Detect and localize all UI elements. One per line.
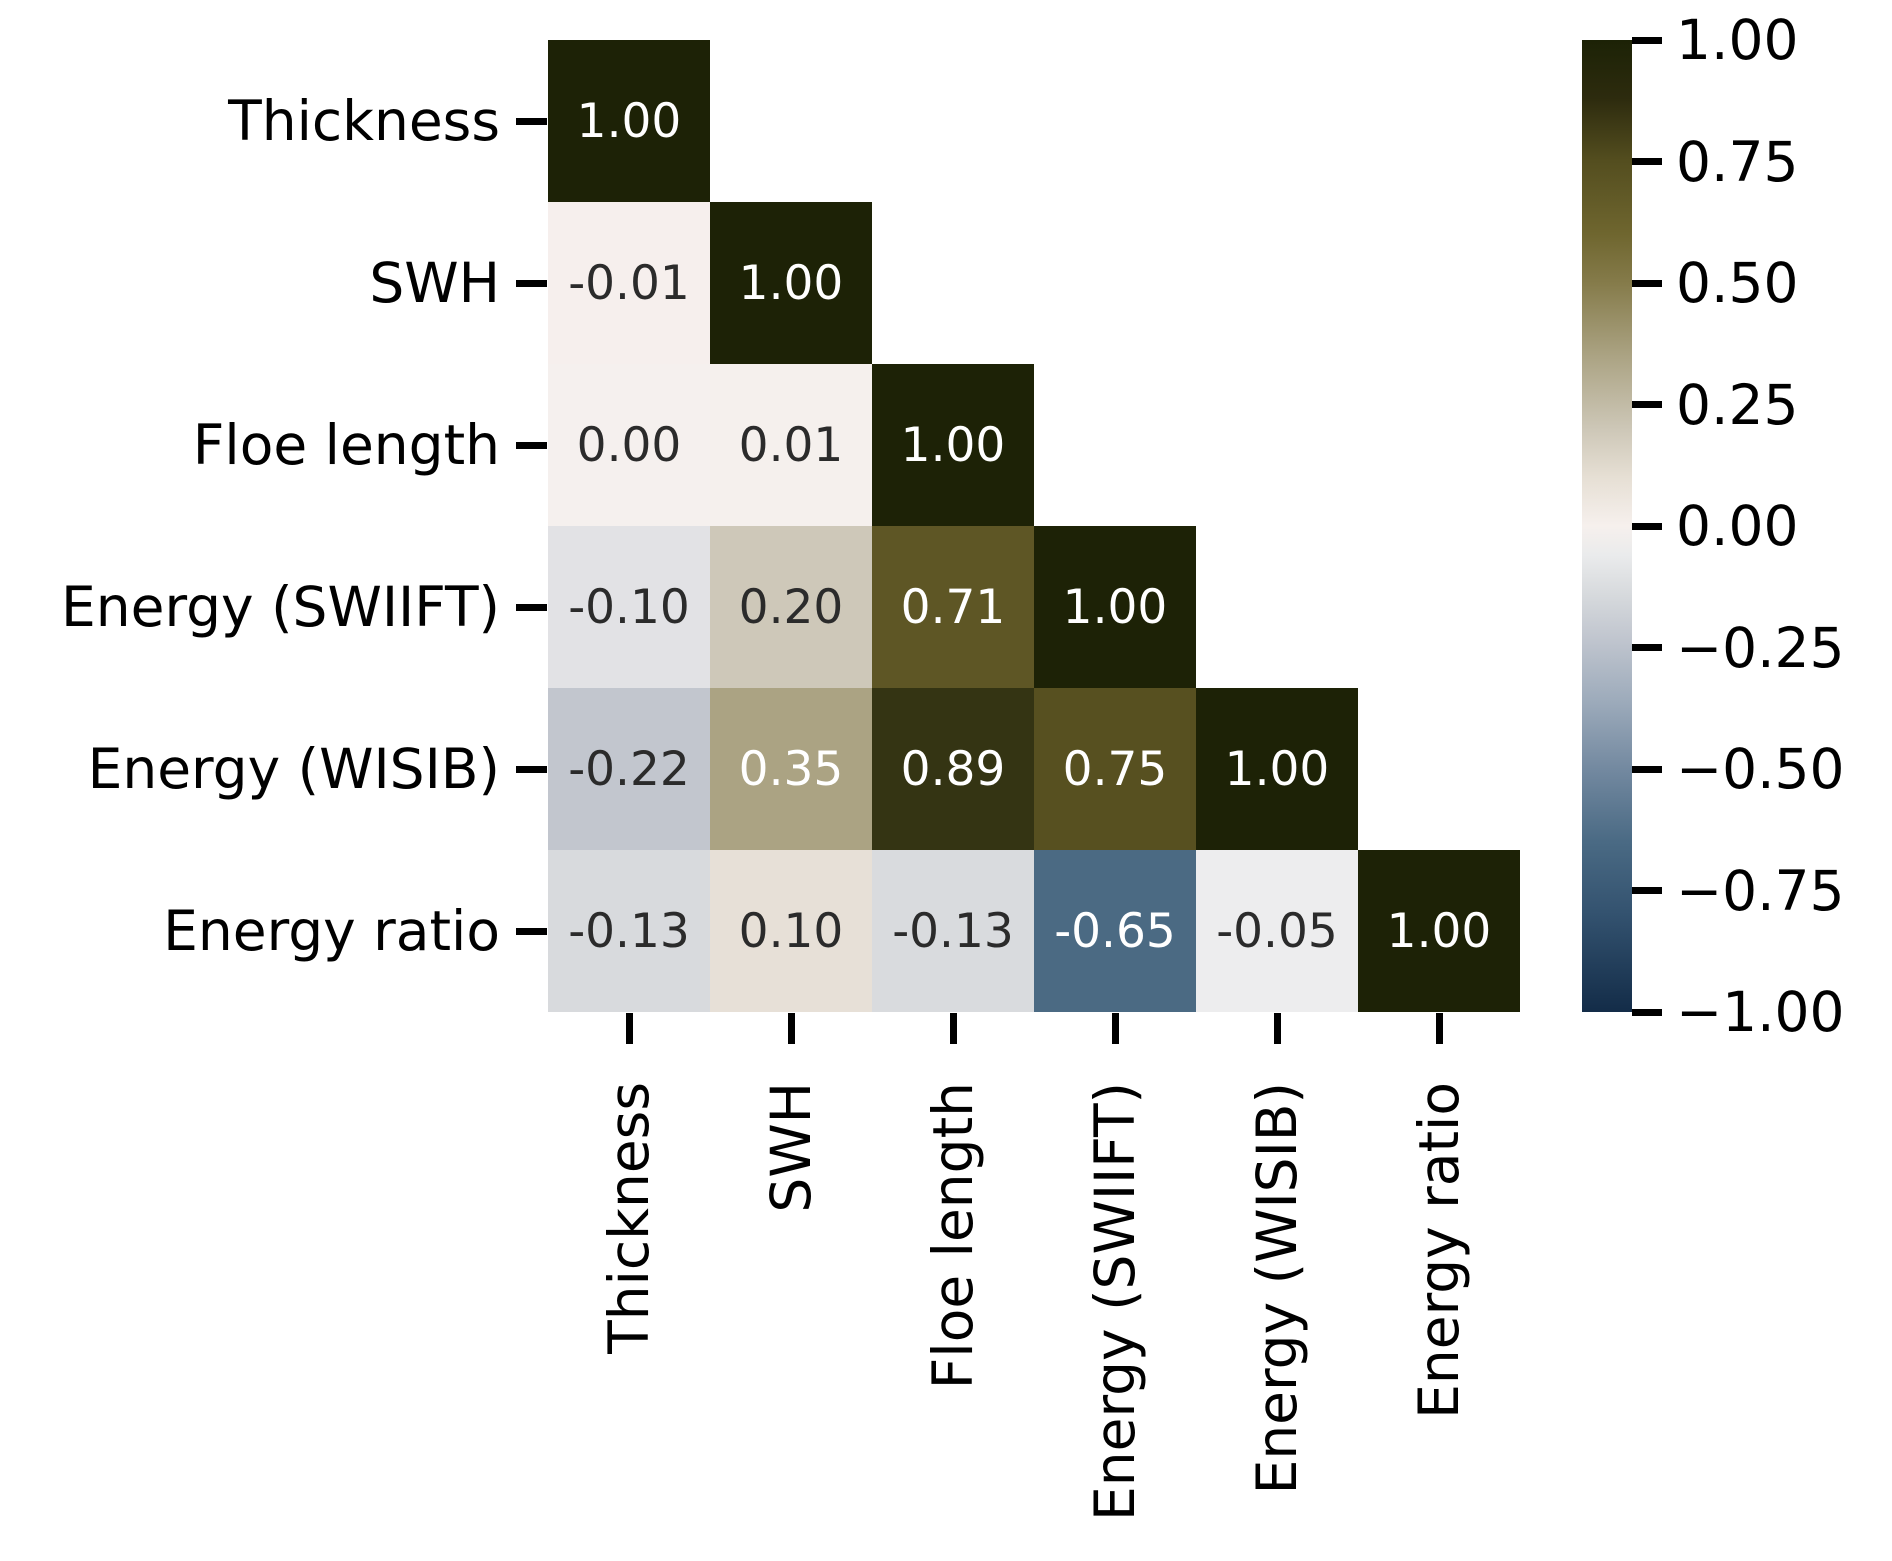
- y-axis-label-energy-swiift: Energy (SWIIFT): [61, 575, 500, 639]
- heatmap-cell-energy-wisib-x-swh: 0.35: [710, 688, 872, 850]
- x-tick-thickness: [625, 1013, 633, 1044]
- x-tick-swh: [787, 1013, 795, 1044]
- y-tick-floe-length: [516, 441, 547, 449]
- heatmap-cell-energy-wisib-x-floe-length: 0.89: [872, 688, 1034, 850]
- y-tick-energy-ratio: [516, 927, 547, 935]
- heatmap-cell-energy-ratio-x-energy-swiift: -0.65: [1034, 850, 1196, 1012]
- x-axis-label-text: Thickness: [597, 1082, 661, 1354]
- y-tick-swh: [516, 279, 547, 287]
- colorbar-tick-1: [1632, 158, 1662, 165]
- x-tick-energy-ratio: [1435, 1013, 1443, 1044]
- colorbar-tick-label-4: 0.00: [1676, 494, 1799, 558]
- x-axis-label-thickness: Thickness: [584, 1082, 674, 1552]
- heatmap-cell-energy-wisib-x-energy-wisib: 1.00: [1196, 688, 1358, 850]
- y-axis-label-floe-length: Floe length: [192, 413, 500, 477]
- x-axis-label-text: Energy (WISIB): [1245, 1082, 1309, 1495]
- colorbar-tick-5: [1632, 644, 1662, 651]
- colorbar-tick-label-0: 1.00: [1676, 8, 1799, 72]
- y-axis-label-energy-ratio: Energy ratio: [163, 899, 500, 963]
- x-axis-label-text: Floe length: [921, 1082, 985, 1390]
- heatmap-cell-energy-ratio-x-energy-ratio: 1.00: [1358, 850, 1520, 1012]
- heatmap-cell-energy-ratio-x-swh: 0.10: [710, 850, 872, 1012]
- heatmap-cell-energy-swiift-x-swh: 0.20: [710, 526, 872, 688]
- heatmap-cell-floe-length-x-swh: 0.01: [710, 364, 872, 526]
- colorbar-tick-label-8: −1.00: [1676, 980, 1845, 1044]
- colorbar-tick-0: [1632, 36, 1662, 44]
- x-axis-label-energy-swiift: Energy (SWIIFT): [1070, 1082, 1160, 1552]
- heatmap-cell-floe-length-x-thickness: 0.00: [548, 364, 710, 526]
- y-axis-label-swh: SWH: [369, 251, 500, 315]
- colorbar-tick-label-1: 0.75: [1676, 129, 1799, 194]
- x-axis-label-text: Energy ratio: [1407, 1082, 1471, 1419]
- colorbar-tick-label-6: −0.50: [1676, 737, 1845, 801]
- y-tick-energy-swiift: [516, 603, 547, 611]
- colorbar-tick-label-5: −0.25: [1676, 615, 1845, 680]
- x-axis-label-text: Energy (SWIIFT): [1083, 1082, 1147, 1521]
- y-tick-thickness: [516, 117, 547, 125]
- y-axis-label-energy-wisib: Energy (WISIB): [87, 737, 500, 801]
- heatmap-cell-energy-wisib-x-energy-swiift: 0.75: [1034, 688, 1196, 850]
- colorbar-tick-3: [1632, 401, 1662, 408]
- x-tick-energy-wisib: [1273, 1013, 1281, 1044]
- heatmap-cell-energy-swiift-x-energy-swiift: 1.00: [1034, 526, 1196, 688]
- x-axis-label-energy-ratio: Energy ratio: [1394, 1082, 1484, 1552]
- heatmap-cell-thickness-x-thickness: 1.00: [548, 40, 710, 202]
- heatmap-cell-energy-ratio-x-thickness: -0.13: [548, 850, 710, 1012]
- colorbar-tick-label-2: 0.50: [1676, 251, 1799, 315]
- heatmap-cell-swh-x-thickness: -0.01: [548, 202, 710, 364]
- x-axis-label-floe-length: Floe length: [908, 1082, 998, 1552]
- x-tick-energy-swiift: [1111, 1013, 1119, 1044]
- heatmap-cell-floe-length-x-floe-length: 1.00: [872, 364, 1034, 526]
- y-tick-energy-wisib: [516, 765, 547, 773]
- heatmap-cell-energy-wisib-x-thickness: -0.22: [548, 688, 710, 850]
- heatmap-cell-energy-swiift-x-floe-length: 0.71: [872, 526, 1034, 688]
- heatmap-cell-energy-swiift-x-thickness: -0.10: [548, 526, 710, 688]
- heatmap-cell-energy-ratio-x-floe-length: -0.13: [872, 850, 1034, 1012]
- heatmap-cell-energy-ratio-x-energy-wisib: -0.05: [1196, 850, 1358, 1012]
- colorbar-tick-label-3: 0.25: [1676, 372, 1799, 437]
- colorbar-gradient: [1582, 40, 1632, 1012]
- y-axis-label-thickness: Thickness: [228, 89, 500, 153]
- x-axis-label-swh: SWH: [746, 1082, 836, 1552]
- colorbar-tick-4: [1632, 522, 1662, 530]
- x-axis-label-energy-wisib: Energy (WISIB): [1232, 1082, 1322, 1552]
- colorbar-tick-label-7: −0.75: [1676, 858, 1845, 923]
- colorbar-tick-7: [1632, 887, 1662, 894]
- heatmap-cell-swh-x-swh: 1.00: [710, 202, 872, 364]
- colorbar-tick-6: [1632, 765, 1662, 773]
- x-tick-floe-length: [949, 1013, 957, 1044]
- colorbar-tick-2: [1632, 279, 1662, 287]
- colorbar-tick-8: [1632, 1008, 1662, 1016]
- x-axis-label-text: SWH: [759, 1082, 823, 1213]
